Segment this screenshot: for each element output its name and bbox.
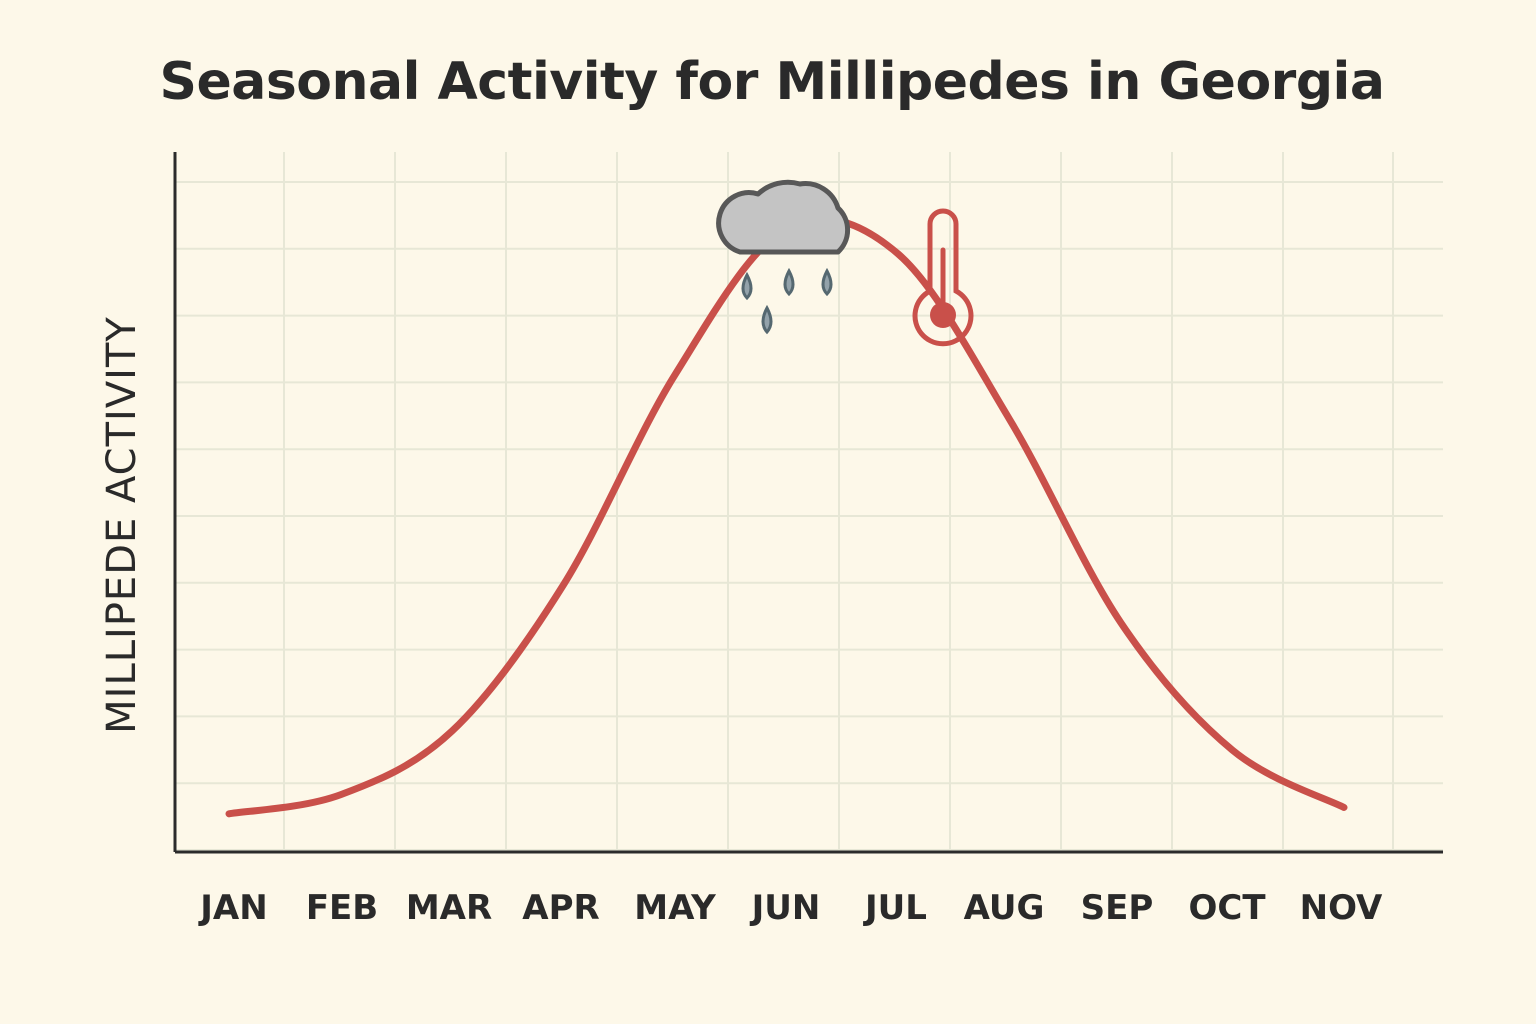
axes xyxy=(173,152,1443,854)
chart-title: Seasonal Activity for Millipedes in Geor… xyxy=(159,52,1385,112)
x-tick-label: JAN xyxy=(198,888,267,928)
x-tick-label: SEP xyxy=(1081,888,1154,928)
x-tick-label: NOV xyxy=(1300,888,1383,928)
x-tick-label: AUG xyxy=(964,888,1045,928)
x-tick-labels: JAN FEB MAR APR MAY JUN JUL AUG SEP OCT NOV xyxy=(198,888,1383,928)
x-tick-label: FEB xyxy=(306,888,378,928)
x-tick-label: JUN xyxy=(750,888,821,928)
grid xyxy=(175,152,1443,852)
x-tick-label: MAY xyxy=(634,888,716,928)
rain-cloud-icon xyxy=(716,179,851,335)
x-tick-label: APR xyxy=(522,888,599,928)
thermometer-icon xyxy=(912,208,974,347)
x-tick-label: OCT xyxy=(1188,888,1266,928)
x-tick-label: MAR xyxy=(406,888,492,928)
x-tick-label: JUL xyxy=(863,888,927,928)
